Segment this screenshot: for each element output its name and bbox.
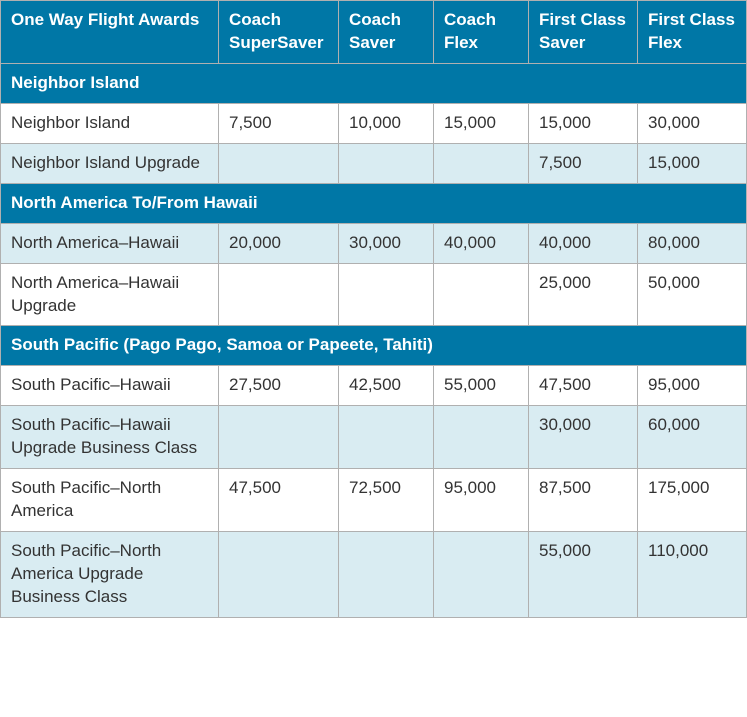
award-value: 87,500 bbox=[529, 469, 638, 532]
award-value bbox=[339, 532, 434, 618]
table-row: Neighbor Island7,50010,00015,00015,00030… bbox=[1, 103, 747, 143]
award-value: 30,000 bbox=[638, 103, 747, 143]
table-row: South Pacific–Hawaii27,50042,50055,00047… bbox=[1, 366, 747, 406]
award-value bbox=[434, 143, 529, 183]
award-value bbox=[219, 143, 339, 183]
award-value bbox=[219, 263, 339, 326]
award-value: 15,000 bbox=[638, 143, 747, 183]
section-title: Neighbor Island bbox=[1, 63, 747, 103]
award-value: 110,000 bbox=[638, 532, 747, 618]
award-value bbox=[434, 406, 529, 469]
table-row: South Pacific–North America Upgrade Busi… bbox=[1, 532, 747, 618]
award-value: 15,000 bbox=[434, 103, 529, 143]
award-value: 50,000 bbox=[638, 263, 747, 326]
table-body: Neighbor IslandNeighbor Island7,50010,00… bbox=[1, 63, 747, 617]
award-value: 40,000 bbox=[434, 223, 529, 263]
award-value bbox=[339, 143, 434, 183]
award-value: 47,500 bbox=[219, 469, 339, 532]
award-value bbox=[434, 263, 529, 326]
award-value: 7,500 bbox=[219, 103, 339, 143]
award-value: 15,000 bbox=[529, 103, 638, 143]
table-header: One Way Flight Awards Coach SuperSaver C… bbox=[1, 1, 747, 64]
award-value: 10,000 bbox=[339, 103, 434, 143]
award-value: 27,500 bbox=[219, 366, 339, 406]
section-header: North America To/From Hawaii bbox=[1, 183, 747, 223]
route-label: Neighbor Island bbox=[1, 103, 219, 143]
award-value: 30,000 bbox=[339, 223, 434, 263]
flight-awards-table: One Way Flight Awards Coach SuperSaver C… bbox=[0, 0, 747, 618]
award-value: 72,500 bbox=[339, 469, 434, 532]
award-value: 80,000 bbox=[638, 223, 747, 263]
award-value: 7,500 bbox=[529, 143, 638, 183]
award-value: 25,000 bbox=[529, 263, 638, 326]
table-row: North America–Hawaii20,00030,00040,00040… bbox=[1, 223, 747, 263]
section-header: South Pacific (Pago Pago, Samoa or Papee… bbox=[1, 326, 747, 366]
award-value: 30,000 bbox=[529, 406, 638, 469]
col-header-coach-saver: Coach Saver bbox=[339, 1, 434, 64]
route-label: South Pacific–North America Upgrade Busi… bbox=[1, 532, 219, 618]
section-title: North America To/From Hawaii bbox=[1, 183, 747, 223]
table-row: South Pacific–North America47,50072,5009… bbox=[1, 469, 747, 532]
col-header-coach-supersaver: Coach SuperSaver bbox=[219, 1, 339, 64]
award-value: 95,000 bbox=[434, 469, 529, 532]
table-row: South Pacific–Hawaii Upgrade Business Cl… bbox=[1, 406, 747, 469]
route-label: South Pacific–Hawaii Upgrade Business Cl… bbox=[1, 406, 219, 469]
award-value bbox=[434, 532, 529, 618]
award-value: 175,000 bbox=[638, 469, 747, 532]
award-value: 95,000 bbox=[638, 366, 747, 406]
award-value bbox=[339, 263, 434, 326]
col-header-coach-flex: Coach Flex bbox=[434, 1, 529, 64]
route-label: North America–Hawaii Upgrade bbox=[1, 263, 219, 326]
route-label: North America–Hawaii bbox=[1, 223, 219, 263]
section-header: Neighbor Island bbox=[1, 63, 747, 103]
award-value: 42,500 bbox=[339, 366, 434, 406]
route-label: South Pacific–Hawaii bbox=[1, 366, 219, 406]
col-header-first-flex: First Class Flex bbox=[638, 1, 747, 64]
award-value: 20,000 bbox=[219, 223, 339, 263]
award-value: 40,000 bbox=[529, 223, 638, 263]
award-value: 55,000 bbox=[434, 366, 529, 406]
award-value: 47,500 bbox=[529, 366, 638, 406]
col-header-route: One Way Flight Awards bbox=[1, 1, 219, 64]
award-value bbox=[219, 532, 339, 618]
award-value bbox=[219, 406, 339, 469]
header-row: One Way Flight Awards Coach SuperSaver C… bbox=[1, 1, 747, 64]
col-header-first-saver: First Class Saver bbox=[529, 1, 638, 64]
section-title: South Pacific (Pago Pago, Samoa or Papee… bbox=[1, 326, 747, 366]
award-value bbox=[339, 406, 434, 469]
table-row: Neighbor Island Upgrade 7,50015,000 bbox=[1, 143, 747, 183]
award-value: 60,000 bbox=[638, 406, 747, 469]
route-label: South Pacific–North America bbox=[1, 469, 219, 532]
route-label: Neighbor Island Upgrade bbox=[1, 143, 219, 183]
table-row: North America–Hawaii Upgrade 25,00050,000 bbox=[1, 263, 747, 326]
award-value: 55,000 bbox=[529, 532, 638, 618]
